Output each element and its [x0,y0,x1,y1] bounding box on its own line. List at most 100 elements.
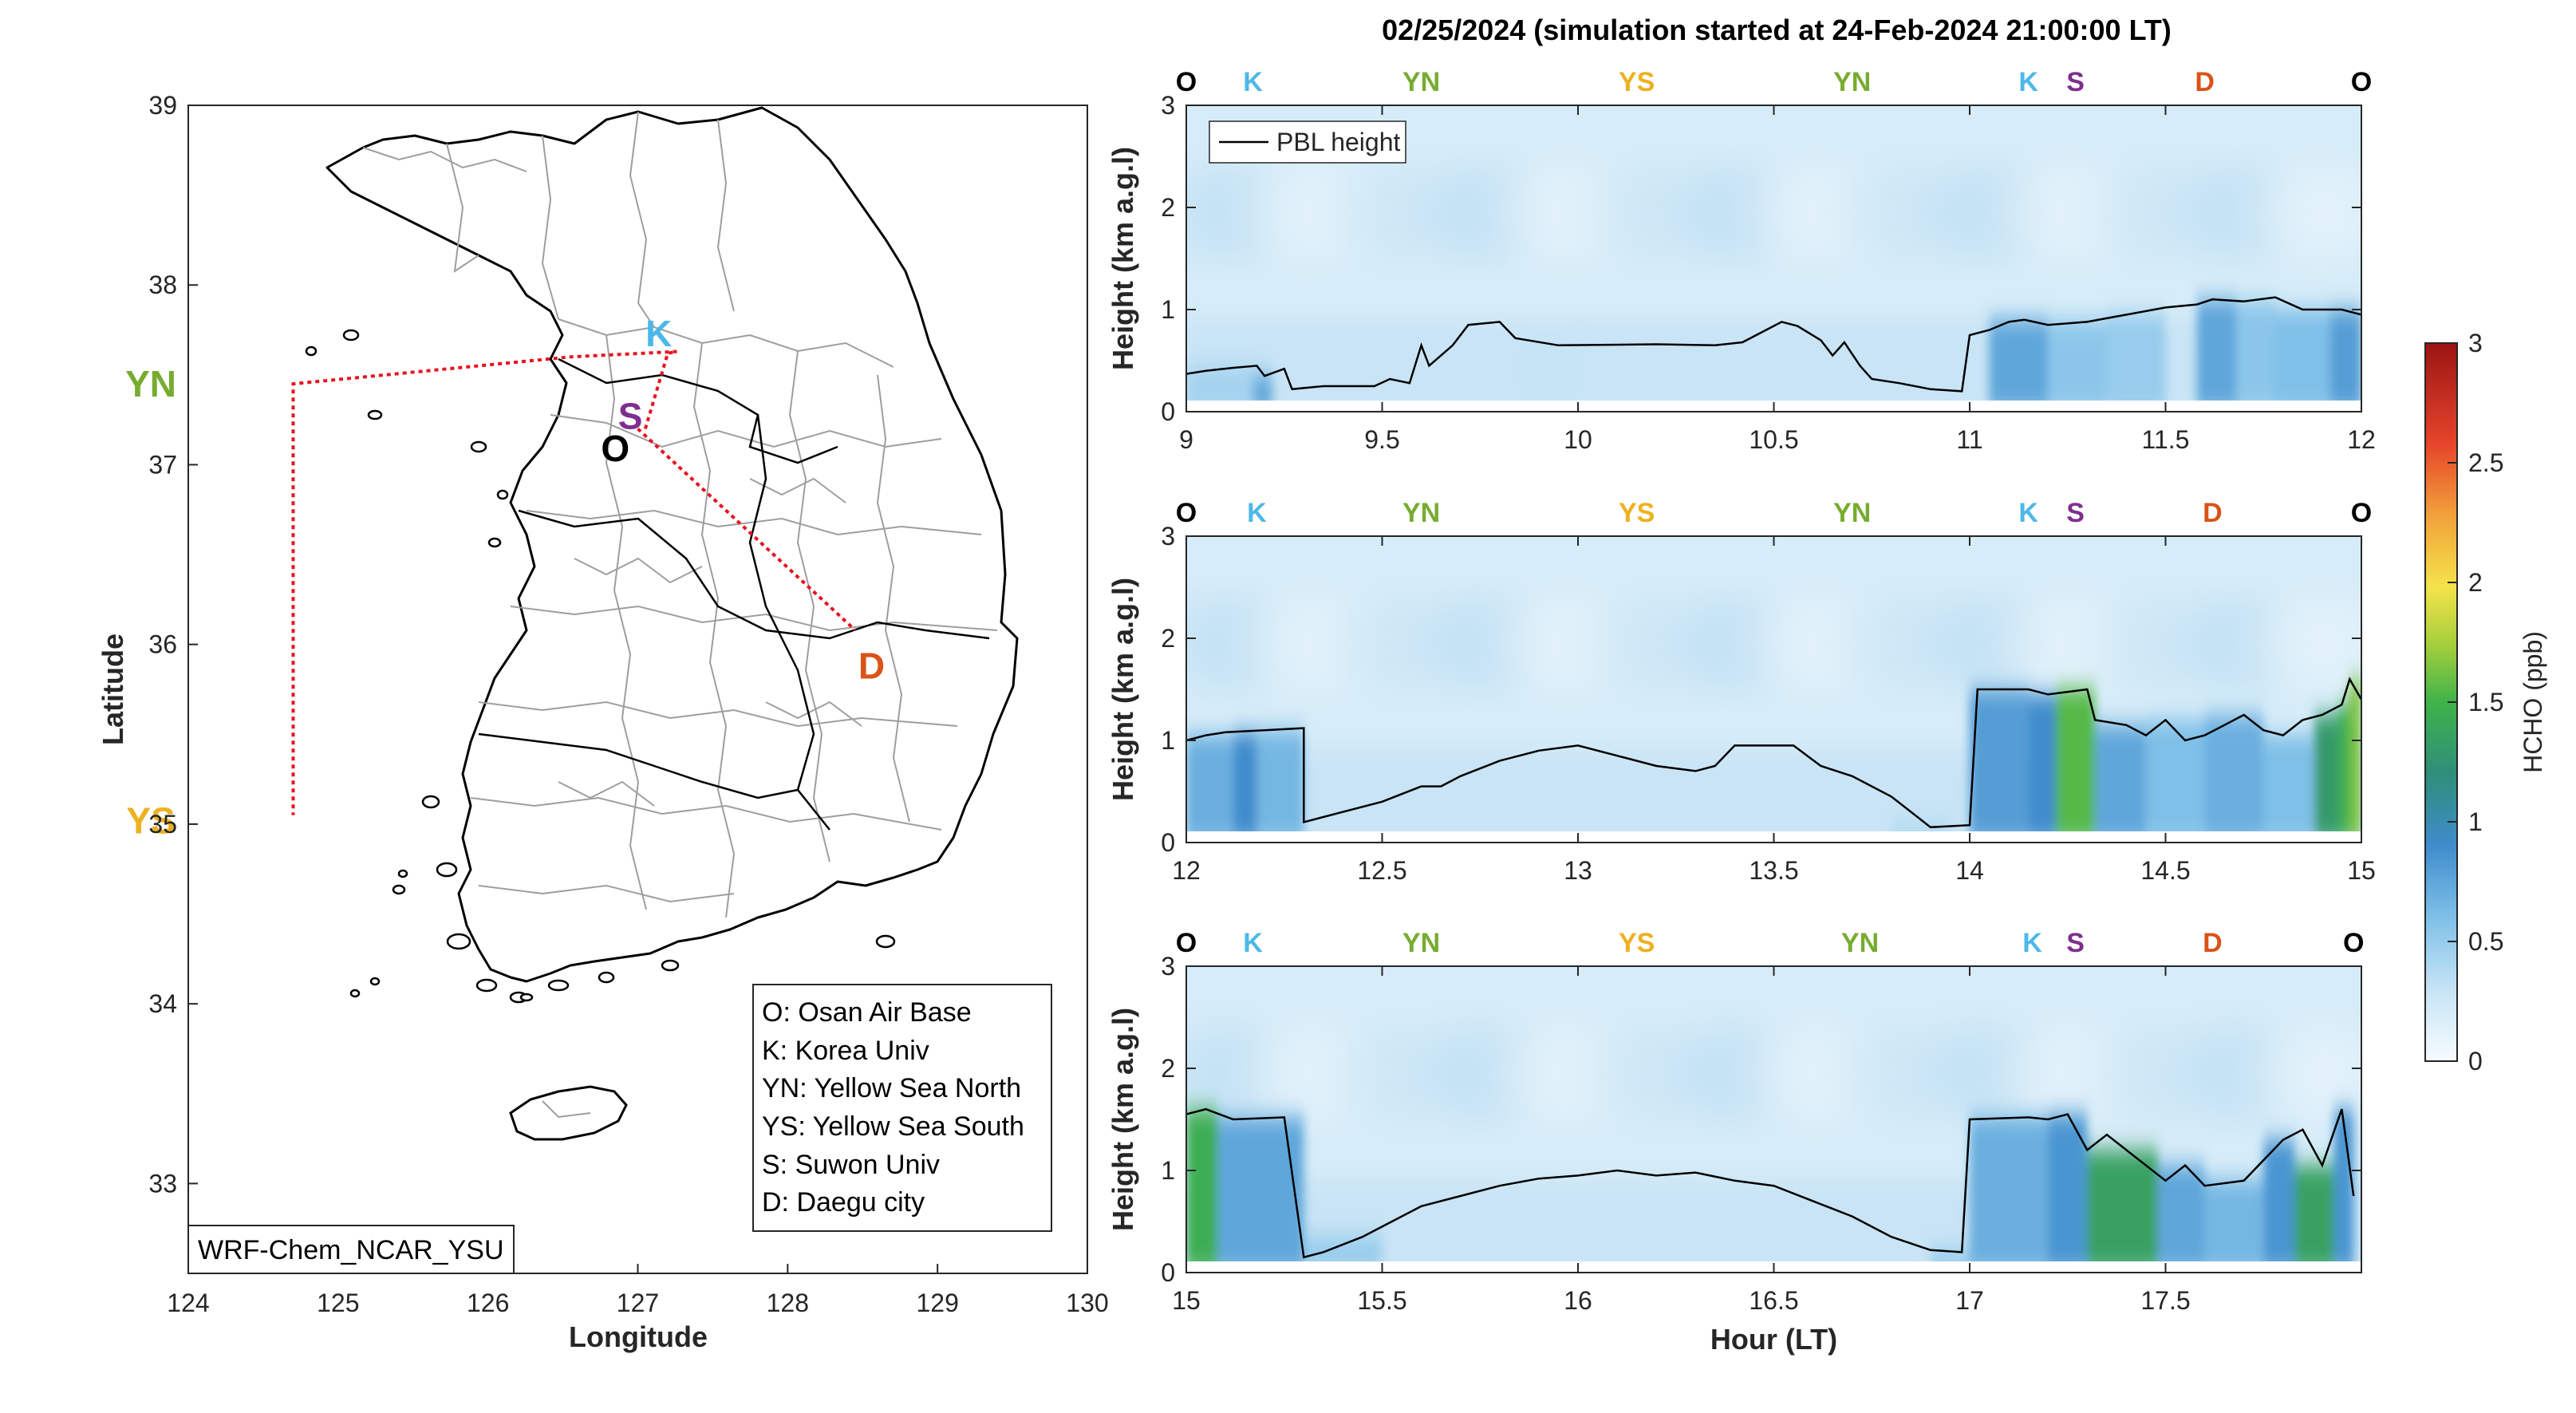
hcho-column [2330,310,2361,410]
y-tick-label: 3 [1161,952,1175,981]
site-label-O: O [2343,928,2364,958]
x-tick-label: 13 [1564,856,1592,885]
map-x-tick-label: 128 [767,1289,809,1317]
x-tick-label: 15 [2347,856,2376,885]
site-label-YN: YN [1833,67,1871,97]
site-legend: O: Osan Air Base K: Korea Univ YN: Yello… [753,985,1051,1231]
hcho-background-blob [2263,1025,2375,1121]
y-tick-label: 2 [1161,193,1175,222]
hcho-column [2197,299,2236,410]
hcho-column [2334,1109,2354,1271]
site-label-K: K [1243,67,1263,97]
colorbar-tick-label: 0 [2468,1047,2483,1076]
legend-entry-YS: YS: Yellow Sea South [762,1111,1024,1142]
map-site-K: K [645,313,672,354]
panel-2: 12 12.5 13 13.5 14 14.5 150123Height (km a.g.l… [1107,498,2376,885]
hcho-column [2314,715,2337,841]
map-x-tick-label: 127 [617,1289,659,1317]
hcho-column [2263,1140,2294,1271]
site-label-D: D [2195,67,2215,97]
x-tick-label: 13.5 [1749,856,1798,885]
y-tick-label: 1 [1161,1156,1175,1185]
x-tick-label: 17 [1955,1286,1984,1315]
colorbar-tick-label: 2.5 [2468,448,2503,477]
y-tick-label: 0 [1161,828,1175,857]
y-tick-label: 2 [1161,624,1175,653]
map-y-tick-label: 33 [148,1169,177,1198]
site-label-O: O [2351,498,2372,528]
site-label-YN: YN [1402,498,1440,528]
y-axis-label: Height (km a.g.l) [1107,1008,1139,1231]
x-tick-label: 9.5 [1364,425,1399,454]
hcho-column [1970,1117,2048,1271]
colorbar-tick-label: 1 [2468,807,2483,836]
x-tick-label: 15.5 [1357,1286,1406,1315]
legend-entry-S: S: Suwon Univ [762,1150,940,1180]
colorbar-label: HCHO (ppb) [2519,631,2547,773]
hcho-low-band [1186,320,2361,412]
hcho-column [2107,314,2166,410]
hcho-column [2205,1181,2264,1271]
site-label-YN: YN [1841,928,1879,958]
map-x-tick-label: 126 [467,1289,509,1317]
hcho-column [1256,730,1304,841]
panel-3: 15 15.5 16 16.5 17 17.5 0 1 2 3 Height (km a.g.l) O… [1107,928,2375,1356]
site-label-O: O [1176,928,1197,958]
map-x-axis-label: Longitude [569,1320,708,1353]
hcho-column [1233,732,1256,841]
hcho-background-blob [2263,595,2375,691]
y-tick-label: 0 [1161,397,1175,426]
site-label-YS: YS [1619,498,1655,528]
hcho-column [2087,1150,2157,1271]
map-x-tick-label: 124 [167,1289,209,1317]
map-site-D: D [858,645,885,687]
hcho-column [2048,322,2107,410]
y-tick-label: 3 [1161,522,1175,551]
figure: OKSYNYSD 124 125 126 127 128 129 130 333435363… [0,0,2576,1413]
hcho-column [2056,689,2095,841]
map-x-tick-label: 130 [1066,1289,1108,1317]
y-axis-label: Height (km a.g.l) [1107,147,1139,370]
site-label-O: O [1176,67,1197,97]
colorbar-tick-label: 3 [2468,329,2483,357]
site-label-YS: YS [1619,67,1655,97]
colorbar-tick-label: 0.5 [2468,927,2503,956]
colorbar: 0 0.5 1 1.5 2 2.5 3 HCHO (ppb) [2425,329,2547,1076]
pbl-legend-label: PBL height [1276,128,1400,156]
site-label-D: D [2203,498,2223,528]
hcho-column [2338,705,2350,841]
hcho-column [2095,725,2146,841]
site-label-S: S [2066,928,2085,958]
legend-entry-YN: YN: Yellow Sea North [762,1073,1021,1103]
x-tick-label: 12 [2347,425,2376,454]
y-tick-label: 1 [1161,295,1175,324]
site-label-S: S [2066,67,2085,97]
site-label-K: K [1243,928,1263,958]
hcho-column [2263,736,2314,841]
hcho-column [2236,302,2275,410]
legend-entry-K: K: Korea Univ [762,1036,929,1066]
colorbar-tick-label: 1.5 [2468,688,2503,716]
x-tick-label: 11 [1956,425,1982,454]
hcho-field [1173,536,2376,843]
y-tick-label: 0 [1161,1258,1175,1287]
hcho-column [1990,320,2049,410]
y-tick-label: 2 [1161,1054,1175,1083]
map-y-axis-label: Latitude [97,633,129,745]
site-label-YS: YS [1619,928,1655,958]
x-tick-label: 10 [1564,425,1592,454]
site-label-K: K [1247,498,1267,528]
x-tick-label: 15 [1172,1286,1201,1315]
site-label-K: K [2022,928,2042,958]
hcho-column [2275,310,2330,410]
site-label-O: O [1176,498,1197,528]
hcho-column [1186,1109,1217,1271]
x-tick-label: 16 [1564,1286,1592,1315]
hcho-column [2205,715,2264,841]
map-y-tick-label: 38 [148,270,177,299]
site-label-YN: YN [1402,928,1440,958]
hcho-column [1186,736,1233,841]
y-tick-label: 3 [1161,91,1175,120]
